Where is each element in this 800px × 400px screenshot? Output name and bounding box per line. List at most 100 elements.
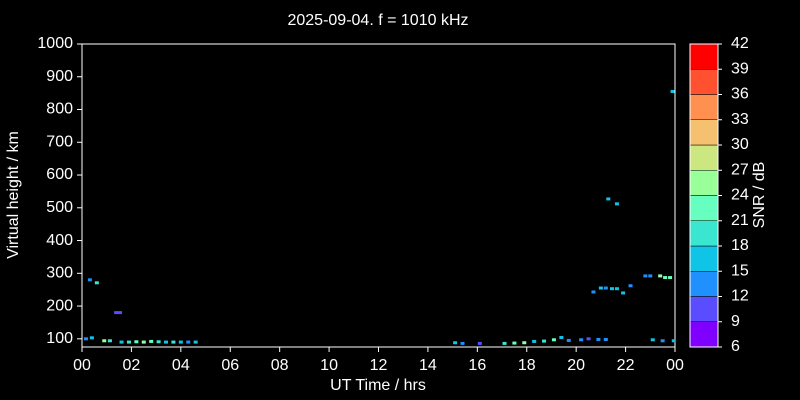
x-tick-label: 10: [320, 357, 338, 374]
colorbar-tick-label: 6: [731, 338, 740, 355]
echo-point: [671, 339, 676, 343]
x-tick-label: 06: [221, 357, 239, 374]
echo-point: [603, 286, 608, 290]
echo-point: [156, 340, 161, 344]
echo-point: [663, 276, 668, 280]
echo-point: [542, 339, 547, 343]
echo-point: [89, 336, 94, 340]
echo-point: [149, 339, 154, 343]
y-axis-label: Virtual height / km: [5, 131, 22, 259]
colorbar-segment: [689, 144, 719, 171]
echo-point: [178, 340, 183, 344]
colorbar-label: SNR / dB: [751, 162, 768, 229]
echo-point: [596, 337, 601, 341]
echo-point: [670, 89, 675, 93]
echo-point: [591, 290, 596, 294]
echo-point: [460, 341, 465, 345]
echo-point: [87, 278, 92, 282]
x-tick-label: 20: [567, 357, 585, 374]
y-tick-label: 800: [46, 101, 73, 118]
x-tick-label: 14: [419, 357, 437, 374]
x-axis-label: UT Time / hrs: [330, 377, 426, 394]
colorbar-tick-label: 36: [731, 86, 749, 103]
y-tick-label: 300: [46, 265, 73, 282]
colorbar-segment: [689, 119, 719, 146]
echo-point: [119, 340, 124, 344]
colorbar-segment: [689, 43, 719, 70]
echo-point: [566, 338, 571, 342]
colorbar-segment: [689, 170, 719, 196]
echo-point: [453, 341, 458, 345]
echo-point: [502, 341, 507, 345]
echo-point: [126, 340, 131, 344]
y-tick-label: 500: [46, 199, 73, 216]
x-tick-label: 00: [666, 357, 684, 374]
echo-point: [532, 339, 537, 343]
echo-point: [512, 341, 517, 345]
echo-point: [586, 337, 591, 341]
echo-point: [164, 340, 169, 344]
colorbar-tick-label: 12: [731, 288, 749, 305]
colorbar-tick-label: 42: [731, 35, 749, 52]
echo-point: [609, 287, 614, 291]
echo-point: [606, 197, 611, 201]
y-tick-label: 200: [46, 297, 73, 314]
colorbar-tick-label: 30: [731, 136, 749, 153]
echo-point: [628, 284, 633, 288]
echo-point: [193, 340, 198, 344]
y-tick-label: 400: [46, 232, 73, 249]
colorbar-tick-label: 27: [731, 161, 749, 178]
x-tick-label: 22: [617, 357, 635, 374]
chart-title: 2025-09-04. f = 1010 kHz: [287, 12, 468, 29]
y-tick-label: 1000: [37, 35, 73, 52]
echo-point: [141, 340, 146, 344]
colorbar-segment: [689, 271, 719, 297]
y-tick-label: 100: [46, 330, 73, 347]
colorbar-tick-label: 33: [731, 111, 749, 128]
y-tick-label: 900: [46, 68, 73, 85]
colorbar-segment: [689, 296, 719, 322]
x-tick-label: 04: [172, 357, 190, 374]
echo-point: [643, 274, 648, 278]
echo-point: [614, 202, 619, 206]
echo-point: [551, 338, 556, 342]
x-tick-label: 18: [518, 357, 536, 374]
colorbar-tick-label: 24: [731, 187, 749, 204]
echo-point: [118, 311, 123, 315]
x-tick-label: 16: [468, 357, 486, 374]
x-tick-label: 00: [73, 357, 91, 374]
colorbar-tick-label: 9: [731, 313, 740, 330]
echo-point: [579, 338, 584, 342]
colorbar-tick-label: 21: [731, 212, 749, 229]
echo-point: [660, 339, 665, 343]
echo-point: [477, 341, 482, 345]
echo-point: [522, 341, 527, 345]
colorbar-tick-label: 39: [731, 60, 749, 77]
echo-point: [102, 339, 107, 343]
colorbar-segment: [689, 69, 719, 95]
colorbar-segment: [689, 245, 719, 272]
echo-point: [598, 286, 603, 290]
echo-point: [171, 340, 176, 344]
echo-point: [559, 336, 564, 340]
echo-point: [94, 281, 99, 285]
echo-point: [603, 337, 608, 341]
echo-point: [114, 311, 119, 315]
x-tick-label: 08: [271, 357, 289, 374]
echo-point: [621, 291, 626, 295]
colorbar-segment: [689, 195, 719, 221]
colorbar-tick-label: 18: [731, 237, 749, 254]
echo-point: [658, 274, 663, 278]
echo-point: [668, 276, 673, 280]
echo-point: [107, 339, 112, 343]
echo-point: [648, 274, 653, 278]
y-tick-label: 700: [46, 133, 73, 150]
colorbar-segment: [689, 94, 719, 120]
x-tick-label: 02: [123, 357, 141, 374]
y-tick-label: 600: [46, 166, 73, 183]
echo-point: [83, 337, 88, 341]
x-tick-label: 12: [370, 357, 388, 374]
colorbar-segment: [689, 220, 719, 247]
